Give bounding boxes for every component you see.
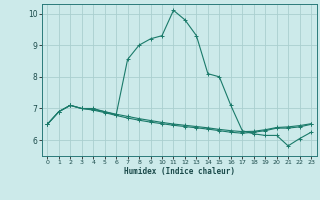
X-axis label: Humidex (Indice chaleur): Humidex (Indice chaleur) [124,167,235,176]
